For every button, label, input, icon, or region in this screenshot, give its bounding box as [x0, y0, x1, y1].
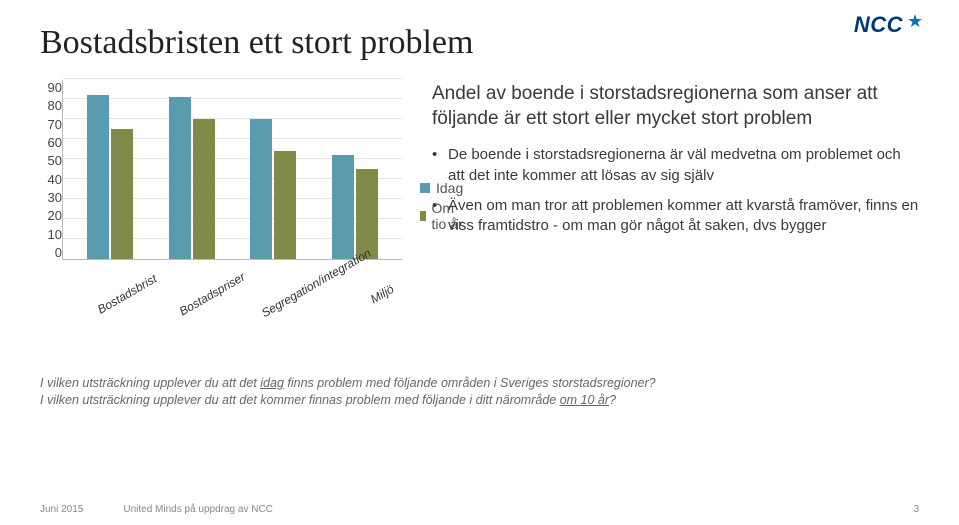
bar-group: [162, 97, 222, 259]
q2-underline: om 10 år: [560, 393, 609, 407]
logo-text: NCC: [854, 12, 903, 38]
bar: [87, 95, 109, 259]
bullet-list: De boende i storstadsregionerna är väl m…: [432, 145, 919, 236]
legend-swatch-icon: [420, 211, 426, 221]
bullet-item: Även om man tror att problemen kommer at…: [432, 196, 919, 237]
legend-swatch-icon: [420, 183, 430, 193]
logo: NCC: [854, 12, 931, 38]
y-tick-label: 20: [48, 208, 62, 223]
bar: [356, 169, 378, 259]
y-tick-label: 60: [48, 135, 62, 150]
page-title: Bostadsbristen ett stort problem: [40, 24, 919, 62]
bar: [250, 119, 272, 259]
q1-pre: I vilken utsträckning upplever du att de…: [40, 376, 260, 390]
bar: [169, 97, 191, 259]
q2-post: ?: [609, 393, 616, 407]
y-tick-label: 50: [48, 153, 62, 168]
page-number: 3: [913, 504, 919, 515]
content-row: 90 80 70 60 50 40 30 20 10 0 BostadsbristBostadsp…: [40, 80, 919, 280]
slide-footer: Juni 2015 United Minds på uppdrag av NCC…: [40, 504, 919, 515]
y-tick-label: 10: [48, 227, 62, 242]
lead-paragraph: Andel av boende i storstadsregionerna so…: [432, 82, 919, 131]
y-tick-label: 90: [48, 80, 62, 95]
q2-pre: I vilken utsträckning upplever du att de…: [40, 393, 560, 407]
x-tick-label: Bostadsbrist: [89, 268, 165, 320]
y-axis: 90 80 70 60 50 40 30 20 10 0: [40, 80, 62, 260]
bullet-item: De boende i storstadsregionerna är väl m…: [432, 145, 919, 186]
bar-group: [325, 155, 385, 259]
footer-date: Juni 2015: [40, 504, 83, 515]
gridline: [63, 78, 402, 79]
star-icon: [907, 13, 931, 37]
footer-credit: United Minds på uppdrag av NCC: [123, 504, 273, 515]
chart-block: 90 80 70 60 50 40 30 20 10 0 BostadsbristBostadsp…: [40, 80, 402, 280]
chart-plot-area: [62, 80, 402, 260]
bar: [193, 119, 215, 259]
y-tick-label: 0: [55, 245, 62, 260]
bar-group: [243, 119, 303, 259]
q1-underline: idag: [260, 376, 284, 390]
y-tick-label: 30: [48, 190, 62, 205]
chart-wrap: 90 80 70 60 50 40 30 20 10 0: [40, 80, 402, 260]
bar: [274, 151, 296, 259]
footer-questions: I vilken utsträckning upplever du att de…: [40, 375, 919, 409]
q1-post: finns problem med följande områden i Sve…: [284, 376, 656, 390]
x-tick-label: Bostadspriser: [174, 268, 250, 320]
footer-question-2: I vilken utsträckning upplever du att de…: [40, 392, 919, 409]
bar: [332, 155, 354, 259]
y-tick-label: 70: [48, 117, 62, 132]
x-tick-label: Miljö: [344, 268, 420, 320]
x-axis-labels: BostadsbristBostadspriserSegregation/int…: [62, 266, 402, 280]
text-block: Andel av boende i storstadsregionerna so…: [432, 80, 919, 246]
bar-groups: [63, 80, 402, 259]
bar: [111, 129, 133, 259]
x-tick-label: Segregation/integration: [259, 268, 335, 320]
footer-question-1: I vilken utsträckning upplever du att de…: [40, 375, 919, 392]
slide-page: NCC Bostadsbristen ett stort problem 90 8…: [0, 0, 959, 525]
y-tick-label: 80: [48, 98, 62, 113]
bar-group: [80, 95, 140, 259]
y-tick-label: 40: [48, 172, 62, 187]
